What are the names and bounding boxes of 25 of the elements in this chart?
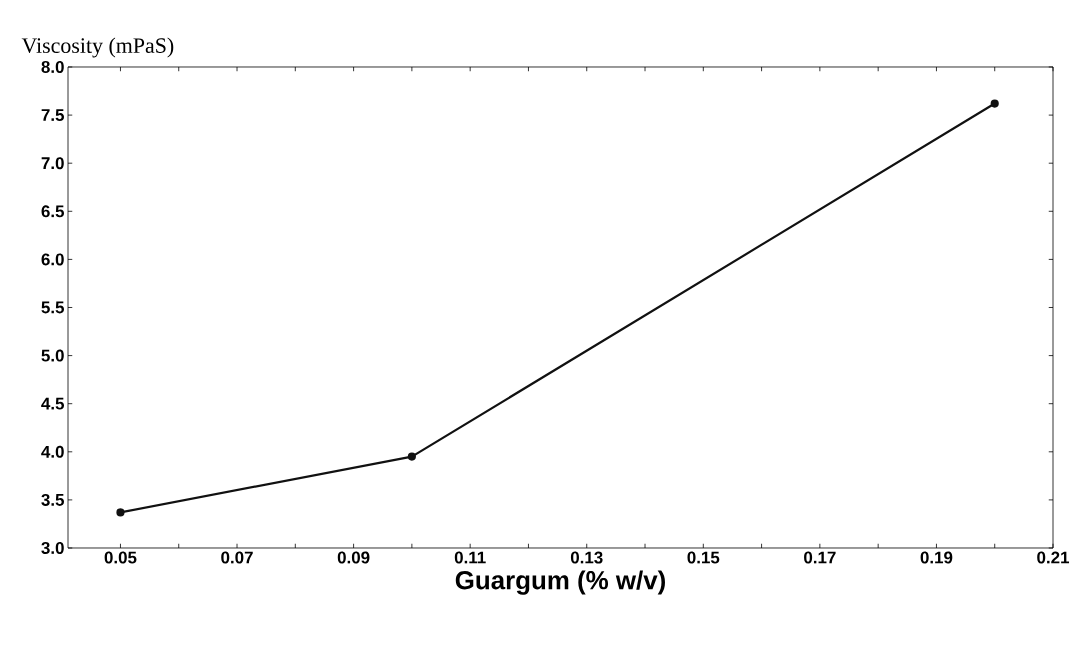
y-tick-label: 6.5 [41,205,65,218]
x-tick-label: 0.17 [804,551,836,564]
y-tick-label: 3.5 [41,493,65,506]
x-tick-label: 0.05 [104,551,137,564]
x-tick-label: 0.09 [337,551,370,564]
point [407,452,416,461]
y-tick-label: 6.0 [41,253,64,266]
y-tick-label: 8.0 [41,61,64,73]
y-tick-label: 7.0 [41,157,64,170]
x-tick-label: 0.11 [454,551,486,564]
x-tick-label: 0.19 [920,551,953,564]
x-axis-title: Guargum (% w/v) [455,570,665,595]
y-tick-label: 5.5 [41,301,65,314]
y-tick-label: 4.0 [41,445,64,458]
x-tick-label: 0.15 [687,551,720,564]
x-tick-label: 0.21 [1037,551,1070,564]
point [990,99,999,108]
x-tick-label: 0.13 [570,551,603,564]
y-tick-label: 5.0 [41,349,64,362]
x-tick-label: 0.07 [221,551,253,564]
y-tick-label: 3.0 [41,541,64,555]
y-axis-title: Viscosity (mPaS) [21,37,174,58]
y-tick-label: 4.5 [41,397,65,410]
point [116,508,125,517]
y-tick-label: 7.5 [41,109,65,122]
